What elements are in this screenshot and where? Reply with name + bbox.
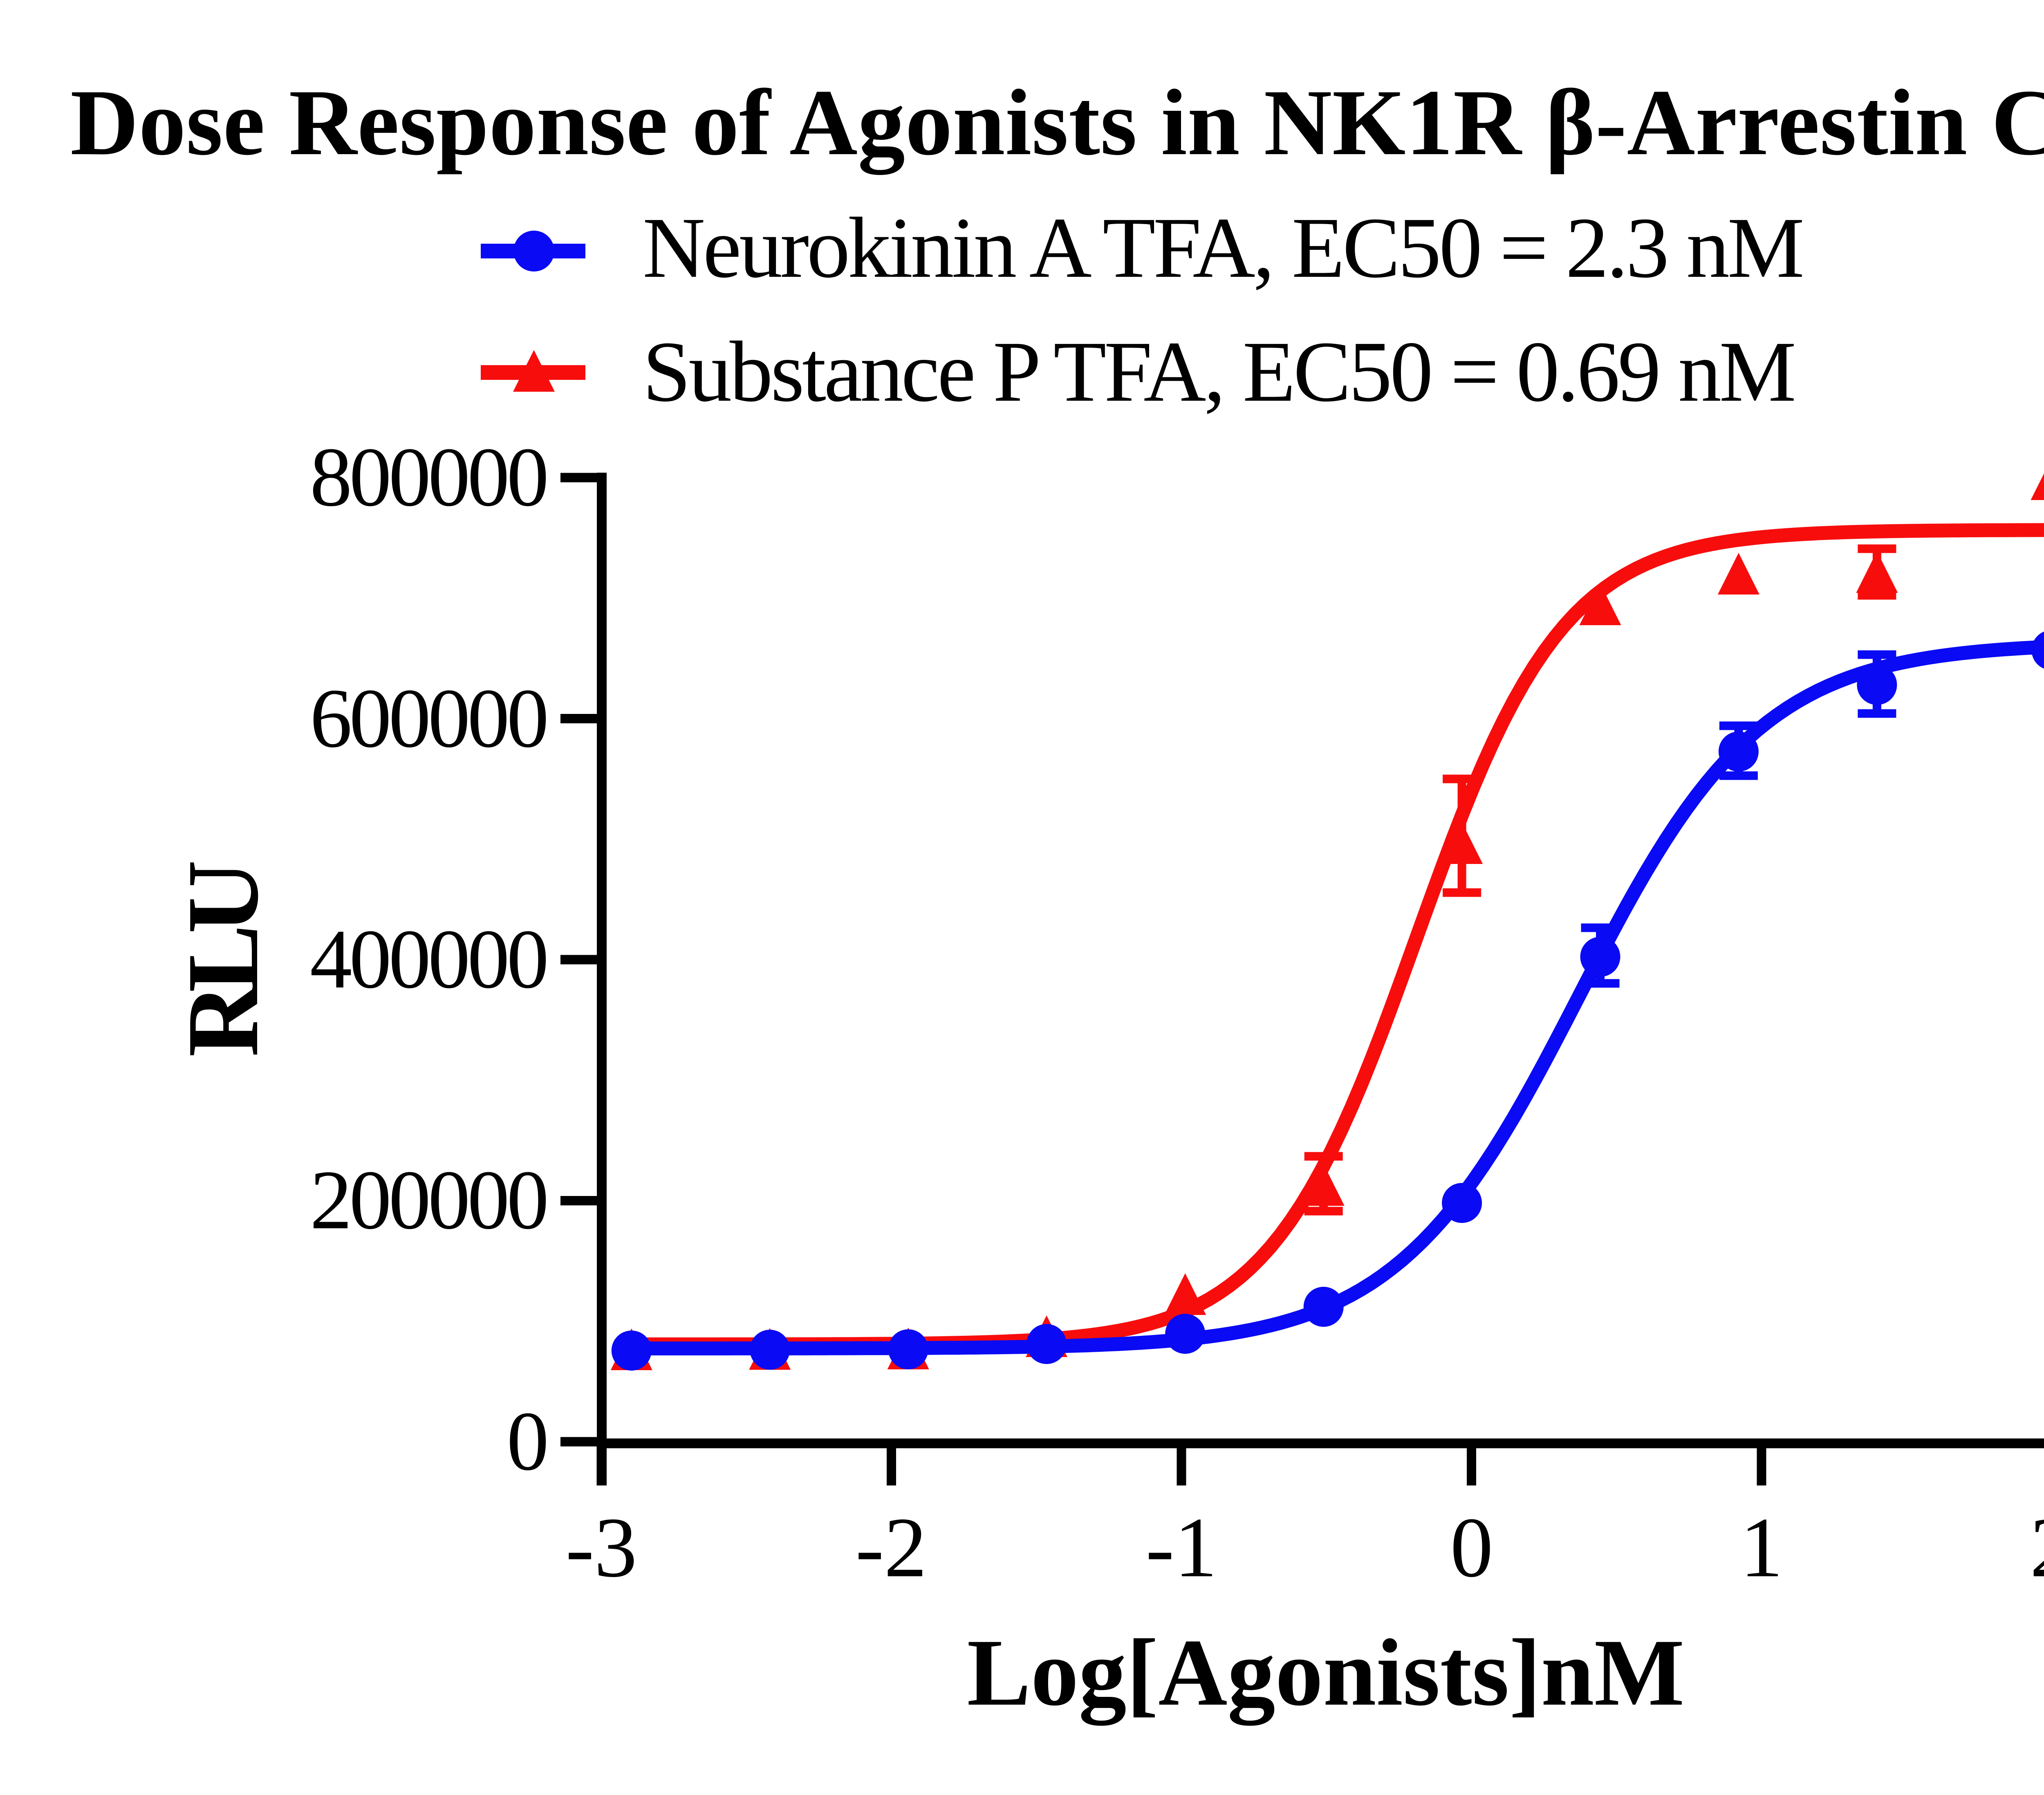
svg-text:200000: 200000	[310, 1153, 549, 1247]
svg-text:Dose Response of Agonists in N: Dose Response of Agonists in NK1R β-Arre…	[70, 70, 2044, 175]
svg-text:800000: 800000	[310, 430, 549, 524]
svg-text:-3: -3	[566, 1500, 637, 1595]
svg-text:Log[Agonists]nM: Log[Agonists]nM	[967, 1619, 1684, 1726]
svg-text:1: 1	[1740, 1500, 1783, 1595]
svg-text:-1: -1	[1146, 1500, 1217, 1595]
svg-text:2: 2	[2030, 1500, 2044, 1595]
svg-text:0: 0	[1450, 1500, 1493, 1595]
svg-text:0: 0	[507, 1394, 549, 1488]
svg-text:Substance P TFA, EC50 = 0.69 n: Substance P TFA, EC50 = 0.69 nM	[643, 323, 1796, 420]
svg-text:400000: 400000	[310, 912, 549, 1006]
svg-text:Neurokinin A TFA, EC50 = 2.3 n: Neurokinin A TFA, EC50 = 2.3 nM	[643, 200, 1804, 296]
svg-text:600000: 600000	[310, 671, 549, 765]
svg-text:-2: -2	[856, 1500, 927, 1595]
svg-text:RLU: RLU	[166, 860, 280, 1057]
